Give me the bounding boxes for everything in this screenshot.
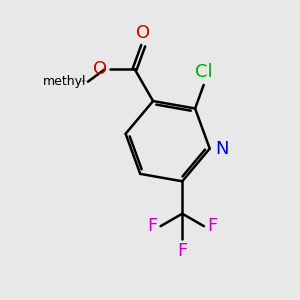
- Text: methyl: methyl: [82, 80, 86, 81]
- Text: methyl: methyl: [80, 81, 85, 82]
- Text: O: O: [136, 24, 150, 42]
- Text: O: O: [93, 60, 107, 78]
- Text: F: F: [177, 242, 188, 260]
- Text: F: F: [208, 217, 218, 235]
- Text: Cl: Cl: [195, 63, 212, 81]
- Text: N: N: [215, 140, 229, 158]
- Text: F: F: [147, 217, 157, 235]
- Text: methyl: methyl: [43, 75, 86, 88]
